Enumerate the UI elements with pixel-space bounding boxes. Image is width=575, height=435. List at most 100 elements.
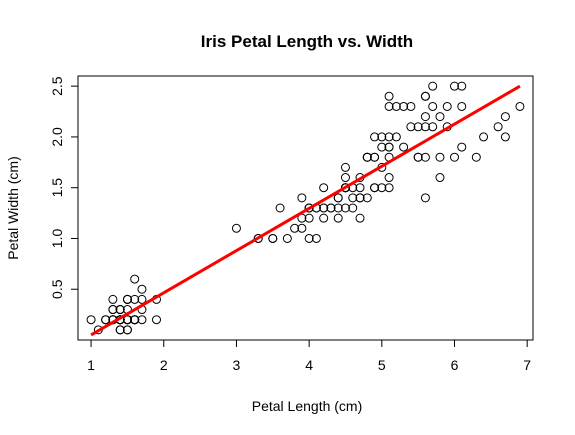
data-point — [304, 233, 314, 243]
y-tick-label: 2.5 — [49, 76, 65, 96]
data-point — [420, 122, 430, 132]
chart-title: Iris Petal Length vs. Width — [201, 32, 413, 51]
x-axis: 1 2 3 4 5 6 7 — [87, 340, 531, 373]
data-point — [399, 142, 409, 152]
data-point — [479, 132, 489, 142]
data-point — [115, 325, 125, 335]
data-point — [348, 203, 358, 213]
data-point — [333, 193, 343, 203]
data-point — [428, 81, 438, 91]
data-point — [122, 294, 132, 304]
data-point — [428, 122, 438, 132]
data-point — [319, 183, 329, 193]
y-tick-label: 1.0 — [49, 229, 65, 249]
y-tick-label: 1.5 — [49, 178, 65, 198]
plot-frame — [77, 75, 534, 341]
data-point — [86, 315, 96, 325]
data-point — [108, 294, 118, 304]
data-point — [435, 152, 445, 162]
x-tick-label: 4 — [305, 357, 313, 373]
data-point — [231, 223, 241, 233]
y-axis: 0.5 1.0 1.5 2.0 2.5 — [49, 76, 78, 299]
data-point — [435, 173, 445, 183]
y-tick-label: 0.5 — [49, 279, 65, 299]
data-point — [384, 142, 394, 152]
x-tick-label: 5 — [378, 357, 386, 373]
data-point — [355, 183, 365, 193]
data-point — [115, 305, 125, 315]
data-point — [340, 183, 350, 193]
data-point — [500, 132, 510, 142]
data-point — [384, 183, 394, 193]
data-point — [319, 213, 329, 223]
x-tick-label: 2 — [160, 357, 168, 373]
data-point — [384, 173, 394, 183]
data-point — [151, 315, 161, 325]
data-point — [384, 101, 394, 111]
data-points — [86, 81, 525, 335]
data-point — [391, 101, 401, 111]
data-point — [377, 183, 387, 193]
data-point — [370, 183, 380, 193]
x-tick-label: 6 — [451, 357, 459, 373]
data-point — [130, 315, 140, 325]
x-tick-label: 3 — [233, 357, 241, 373]
data-point — [297, 193, 307, 203]
data-point — [311, 233, 321, 243]
data-point — [108, 305, 118, 315]
data-point — [399, 101, 409, 111]
y-axis-label: Petal Width (cm) — [5, 156, 21, 259]
x-axis-label: Petal Length (cm) — [252, 398, 363, 414]
data-point — [457, 101, 467, 111]
data-point — [101, 315, 111, 325]
data-point — [370, 132, 380, 142]
data-point — [420, 193, 430, 203]
data-point — [304, 213, 314, 223]
data-point — [326, 203, 336, 213]
data-point — [348, 193, 358, 203]
data-point — [282, 233, 292, 243]
data-point — [377, 142, 387, 152]
y-tick-label: 2.0 — [49, 127, 65, 147]
data-point — [290, 223, 300, 233]
data-point — [384, 91, 394, 101]
data-point — [420, 112, 430, 122]
data-point — [450, 81, 460, 91]
data-point — [362, 152, 372, 162]
data-point — [275, 203, 285, 213]
data-point — [340, 203, 350, 213]
data-point — [137, 315, 147, 325]
data-point — [297, 223, 307, 233]
data-point — [515, 101, 525, 111]
data-point — [442, 101, 452, 111]
data-point — [122, 325, 132, 335]
data-point — [413, 152, 423, 162]
data-point — [384, 132, 394, 142]
x-tick-label: 1 — [87, 357, 95, 373]
data-point — [130, 274, 140, 284]
data-point — [413, 122, 423, 132]
data-point — [137, 294, 147, 304]
data-point — [471, 152, 481, 162]
data-point — [450, 152, 460, 162]
data-point — [435, 112, 445, 122]
data-point — [457, 142, 467, 152]
data-point — [340, 173, 350, 183]
data-point — [355, 193, 365, 203]
data-point — [406, 101, 416, 111]
data-point — [500, 112, 510, 122]
data-point — [377, 132, 387, 142]
data-point — [428, 101, 438, 111]
data-point — [253, 233, 263, 243]
data-point — [319, 203, 329, 213]
data-point — [457, 81, 467, 91]
data-point — [406, 122, 416, 132]
data-point — [333, 213, 343, 223]
data-point — [130, 294, 140, 304]
data-point — [333, 203, 343, 213]
data-point — [362, 193, 372, 203]
data-point — [420, 91, 430, 101]
data-point — [391, 132, 401, 142]
data-point — [122, 315, 132, 325]
